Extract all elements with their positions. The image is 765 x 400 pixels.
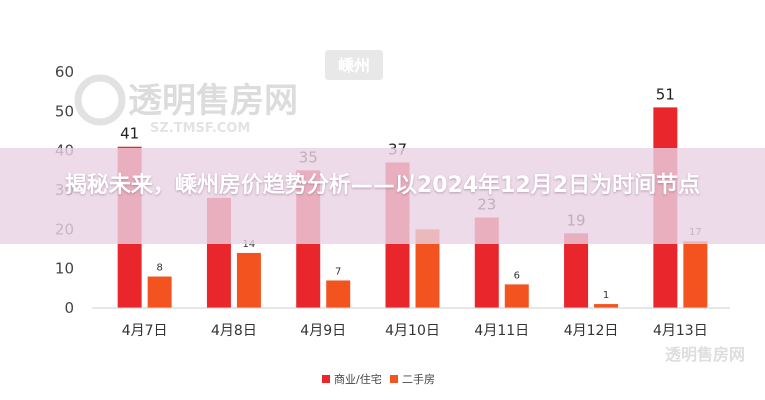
- y-tick-label: 60: [55, 63, 74, 81]
- x-tick-label: 4月12日: [564, 323, 619, 339]
- watermark-logo: 透明售房网 SZ.TMSF.COM 嵊州: [74, 50, 383, 136]
- x-tick-label: 4月7日: [122, 323, 168, 339]
- data-label: 1: [603, 290, 609, 301]
- x-tick-label: 4月13日: [653, 323, 708, 339]
- watermark-city-text: 嵊州: [338, 56, 370, 75]
- x-tick-label: 4月10日: [385, 323, 440, 339]
- x-tick-label: 4月11日: [474, 323, 529, 339]
- bar-second-hand: [594, 304, 619, 308]
- bar-commercial-residential: [564, 233, 589, 308]
- data-label: 41: [120, 125, 139, 143]
- y-tick-label: 0: [64, 299, 74, 317]
- watermark-bottom-right: 透明售房网: [665, 345, 745, 364]
- legend-swatch: [322, 375, 330, 383]
- x-tick-label: 4月9日: [300, 323, 346, 339]
- data-label: 8: [156, 263, 162, 274]
- y-tick-label: 50: [55, 102, 74, 120]
- data-label: 51: [656, 85, 675, 103]
- legend-label: 商业/住宅: [334, 372, 382, 386]
- data-label: 6: [514, 270, 520, 281]
- headline-banner: 揭秘未来，嵊州房价趋势分析——以2024年12月2日为时间节点: [0, 148, 765, 244]
- data-label: 7: [335, 266, 341, 277]
- watermark-logo-icon: [74, 74, 126, 126]
- bar-second-hand: [683, 241, 708, 308]
- legend-swatch: [390, 375, 398, 383]
- bar-second-hand: [504, 284, 529, 308]
- y-tick-label: 10: [55, 260, 74, 278]
- x-tick-label: 4月8日: [211, 323, 257, 339]
- bar-second-hand: [236, 252, 261, 308]
- watermark-city-badge: [325, 50, 383, 80]
- watermark-brand: 透明售房网: [128, 81, 298, 121]
- bar-second-hand: [326, 280, 351, 308]
- watermark-url: SZ.TMSF.COM: [150, 121, 250, 136]
- data-label: 14: [243, 239, 256, 250]
- legend-label: 二手房: [402, 372, 435, 386]
- headline-title: 揭秘未来，嵊州房价趋势分析——以2024年12月2日为时间节点: [64, 173, 701, 198]
- legend: 商业/住宅 二手房: [322, 372, 435, 386]
- bar-second-hand: [147, 276, 172, 308]
